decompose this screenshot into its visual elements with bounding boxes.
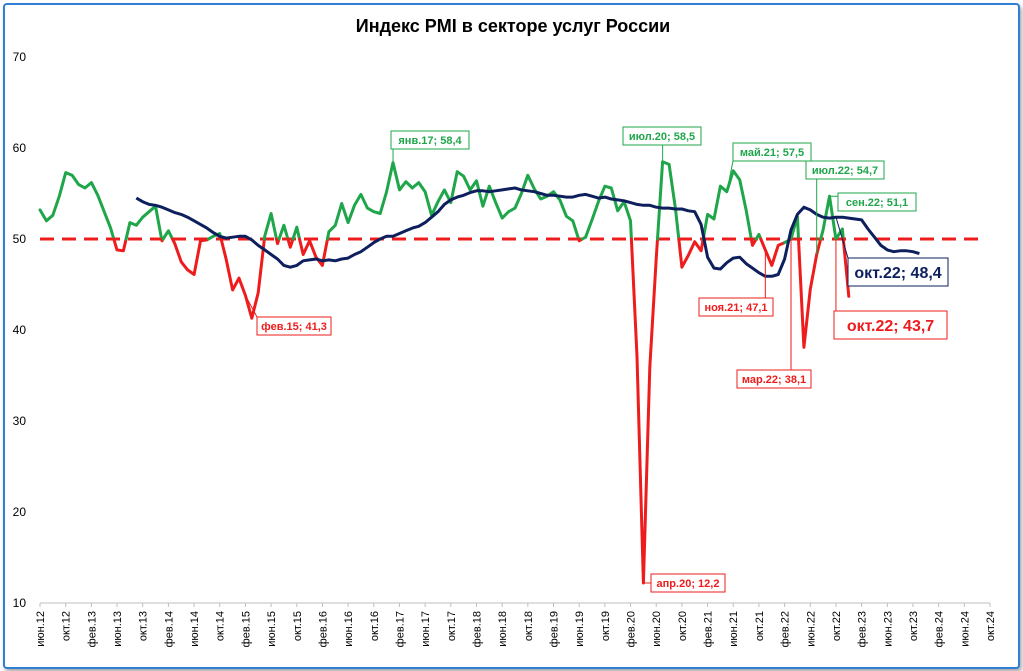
- x-tick-label: июн.17: [420, 611, 432, 647]
- x-tick-label: июн.16: [343, 611, 355, 647]
- pmi-line-segment: [701, 169, 753, 241]
- pmi-line-segment: [754, 232, 763, 241]
- x-tick-label: июн.18: [497, 611, 509, 647]
- y-tick-label: 70: [13, 50, 27, 64]
- annotation-box: [698, 297, 774, 317]
- annotation-label-jan17: янв.17; 58,4: [398, 135, 462, 147]
- annotation-leader: [835, 217, 849, 259]
- x-tick-label: окт.21: [754, 611, 766, 641]
- annotation-label-feb15: фев.15; 41,3: [261, 321, 327, 333]
- x-tick-label: фев.16: [317, 611, 329, 647]
- pmi-line-segment: [580, 184, 633, 241]
- x-tick-label: фев.19: [549, 611, 561, 647]
- annotation-label-nov21: ноя.21; 47,1: [704, 302, 767, 314]
- annotation-box: [833, 310, 948, 340]
- x-tick-label: окт.23: [908, 611, 920, 641]
- x-tick-label: окт.16: [369, 611, 381, 641]
- x-tick-label: окт.13: [138, 611, 150, 641]
- pmi-line-segment: [326, 161, 581, 241]
- annotation-box: [256, 316, 332, 336]
- y-tick-label: 10: [13, 596, 27, 610]
- x-tick-label: фев.13: [86, 611, 98, 647]
- x-tick-label: фев.24: [934, 611, 946, 647]
- x-tick-label: фев.14: [163, 611, 175, 647]
- pmi-line-segment: [749, 237, 758, 247]
- x-tick-label: фев.20: [626, 611, 638, 647]
- annotation-box: [622, 126, 702, 146]
- pmi-line-segment: [112, 237, 128, 253]
- annotation-label-apr20: апр.20; 12,2: [657, 578, 720, 590]
- annotation-label-jul22: июл.22; 54,7: [812, 165, 878, 177]
- annotation-box: [650, 573, 726, 593]
- x-tick-label: окт.20: [677, 611, 689, 641]
- x-tick-label: июн.23: [882, 611, 894, 647]
- pmi-line-segment: [171, 237, 210, 276]
- pmi-line-segment: [262, 212, 278, 241]
- pmi-line-segment: [275, 237, 281, 246]
- average-line: [135, 186, 920, 278]
- annotation-box: [390, 130, 470, 150]
- y-tick-label: 30: [13, 414, 27, 428]
- annotation-box: [805, 160, 885, 180]
- annotation-label-sep22: сен.22; 51,1: [846, 197, 908, 209]
- x-tick-label: июн.20: [651, 611, 663, 647]
- pmi-line-segment: [656, 160, 681, 241]
- x-tick-label: окт.12: [61, 611, 73, 641]
- annotation-box: [847, 257, 949, 287]
- x-tick-label: июн.19: [574, 611, 586, 647]
- y-tick-label: 20: [13, 505, 27, 519]
- x-tick-label: июн.14: [189, 611, 201, 647]
- x-tick-label: июн.15: [266, 611, 278, 647]
- pmi-line-segment: [797, 237, 823, 349]
- pmi-line-segment: [841, 237, 851, 298]
- x-tick-label: окт.18: [523, 611, 535, 641]
- x-tick-label: окт.14: [215, 611, 227, 641]
- x-tick-label: фев.21: [703, 611, 715, 647]
- series-layer: [38, 160, 920, 585]
- annotation-label-jul20: июл.20; 58,5: [629, 131, 695, 143]
- x-tick-label: окт.19: [600, 611, 612, 641]
- annotation-leader: [726, 160, 734, 192]
- x-tick-label: окт.17: [446, 611, 458, 641]
- y-tick-label: 40: [13, 323, 27, 337]
- y-tick-label: 60: [13, 141, 27, 155]
- pmi-line-segment: [286, 237, 295, 249]
- x-axis: июн.12 окт.12 фев.13 июн.13 окт.13 фев.14 июн.…: [35, 602, 997, 647]
- x-tick-label: июн.24: [959, 611, 971, 647]
- x-tick-label: июн.22: [805, 611, 817, 647]
- x-tick-label: окт.24: [985, 611, 997, 641]
- annotation-leader: [244, 295, 258, 318]
- annotation-label-oct22pmi: окт.22; 43,7: [847, 318, 934, 335]
- x-tick-label: фев.22: [780, 611, 792, 647]
- annotation-label-oct22avg: окт.22; 48,4: [854, 265, 941, 282]
- x-tick-label: фев.23: [857, 611, 869, 647]
- x-tick-label: июн.12: [35, 611, 47, 647]
- annotation-box: [732, 142, 812, 162]
- pmi-line-segment: [124, 204, 164, 241]
- pmi-line-segment: [219, 237, 266, 320]
- pmi-line-segment: [291, 225, 301, 241]
- pmi-line-segment: [677, 237, 705, 269]
- annotations-layer: фев.15; 41,3 янв.17; 58,4 июл.20; 58,5 апр.…: [244, 126, 949, 593]
- x-tick-label: окт.15: [292, 611, 304, 641]
- x-tick-label: июн.13: [112, 611, 124, 647]
- x-tick-label: фев.17: [394, 611, 406, 647]
- chart-title: Индекс PMI в секторе услуг России: [356, 16, 670, 36]
- y-tick-label: 50: [13, 232, 27, 246]
- y-axis: 10 20 30 40 50 60 70: [13, 50, 27, 610]
- annotation-label-mar22: мар.22; 38,1: [742, 374, 806, 386]
- pmi-line-segment: [38, 171, 116, 241]
- annotation-box: [837, 192, 917, 212]
- annotation-label-may21: май.21; 57,5: [740, 147, 804, 159]
- annotation-box: [736, 369, 812, 389]
- x-tick-label: фев.18: [471, 611, 483, 647]
- pmi-line-segment: [277, 223, 290, 241]
- x-tick-label: окт.22: [831, 611, 843, 641]
- x-tick-label: фев.15: [240, 611, 252, 647]
- x-tick-label: июн.21: [728, 611, 740, 647]
- pmi-line-segment: [161, 229, 174, 241]
- pmi-line-segment: [629, 237, 659, 585]
- pmi-line-segment: [759, 237, 787, 267]
